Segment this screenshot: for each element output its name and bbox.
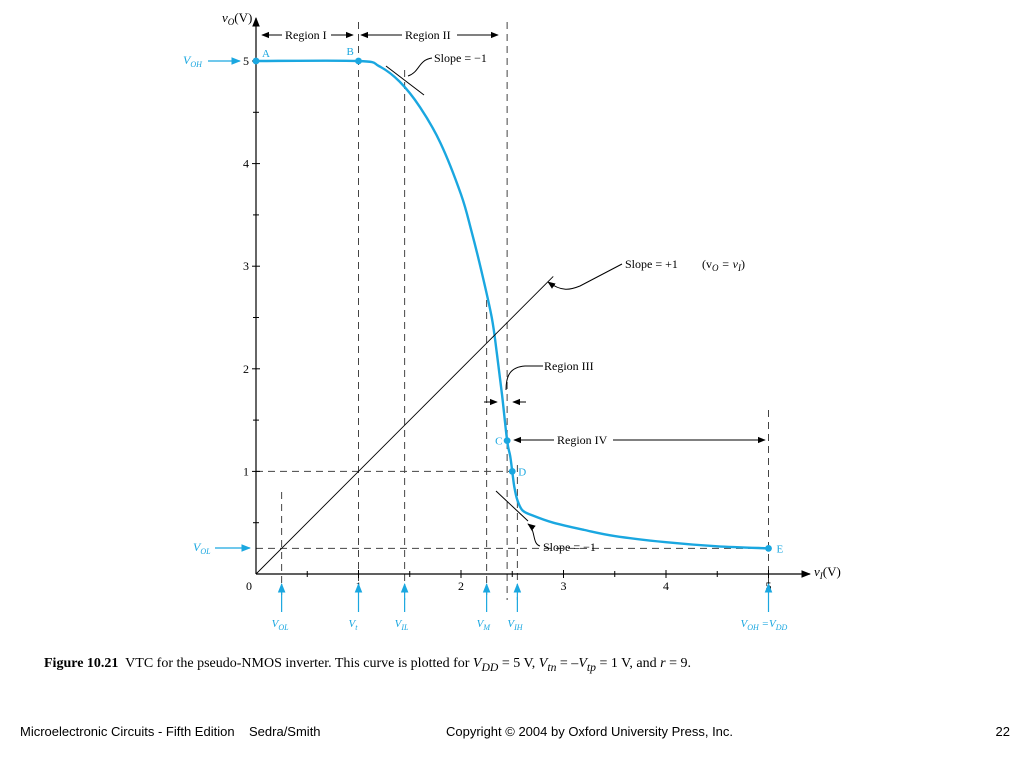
region-3-label: Region III <box>544 359 594 373</box>
caption-text-2: = 5 V, <box>498 656 539 671</box>
unity-slope-line <box>255 276 554 575</box>
region-1-label: Region I <box>285 28 327 42</box>
footer-book-title: Microelectronic Circuits - Fifth Edition… <box>20 724 321 739</box>
ticks: 01234512345 <box>243 54 772 593</box>
x-axis-label: vI(V) <box>814 564 841 581</box>
point-a <box>252 57 260 65</box>
y-tick-label-1: 2 <box>243 362 249 376</box>
caption-vtp-sub: tp <box>586 660 596 674</box>
y-tick-label-4: 5 <box>243 54 249 68</box>
y-tick-label-3: 4 <box>243 157 249 171</box>
caption-vtn-sub: tn <box>547 660 557 674</box>
caption-text-1: VTC for the pseudo-NMOS inverter. This c… <box>125 656 473 671</box>
point-c <box>503 437 511 445</box>
region-4-label: Region IV <box>557 433 608 447</box>
slope-bottom-label: Slope = −1 <box>543 540 596 554</box>
bottom-label-4: VIH <box>507 618 523 632</box>
slope-unity-label: Slope = +1 <box>625 257 678 271</box>
left-markers: VOH VOL <box>183 53 251 556</box>
point-e <box>765 544 772 552</box>
region-annotations: Region I Region II Region III Region IV <box>261 28 766 447</box>
region-2-label: Region II <box>405 28 451 42</box>
figure-caption: Figure 10.21 VTC for the pseudo-NMOS inv… <box>44 656 691 674</box>
voh-marker-label: VOH <box>183 53 203 69</box>
guide-lines <box>256 22 769 600</box>
caption-text-5: = 9. <box>665 656 691 671</box>
x-tick-label-0: 0 <box>246 579 252 593</box>
bottom-label-5: VOH =VDD <box>741 618 788 632</box>
caption-vdd: V <box>472 656 482 671</box>
series-group <box>255 59 769 575</box>
x-tick-label-4: 4 <box>663 579 669 593</box>
slope-annotations: Slope = −1 Slope = −1 Slope = +1 (vO = v… <box>385 51 745 554</box>
caption-text-3: = – <box>556 656 579 671</box>
point-d <box>508 468 516 475</box>
bottom-label-2: VIL <box>395 618 409 632</box>
x-tick-label-3: 3 <box>561 579 567 593</box>
x-tick-label-2: 2 <box>458 579 464 593</box>
y-axis-label: vO(V) <box>222 10 252 27</box>
bottom-label-3: VM <box>477 618 492 632</box>
bottom-label-1: Vt <box>349 618 359 632</box>
caption-text-4: = 1 V, and <box>595 656 661 671</box>
bottom-voltage-labels: VOL Vt VIL VM VIH VOH =VDD <box>272 583 788 632</box>
slope-top-label: Slope = −1 <box>434 51 487 65</box>
slope-unity-note: (vO = vI) <box>702 257 745 273</box>
caption-r: r <box>660 656 666 671</box>
vol-marker-label: VOL <box>193 540 211 556</box>
y-tick-label-0: 1 <box>243 464 249 478</box>
points-group: A B C D E <box>252 46 784 555</box>
point-label-d: D <box>518 466 526 478</box>
point-label-e: E <box>777 543 784 555</box>
point-label-b: B <box>347 46 354 58</box>
caption-vtn: V <box>538 656 548 671</box>
footer-copyright: Copyright © 2004 by Oxford University Pr… <box>446 724 734 739</box>
caption-vtp: V <box>578 656 587 671</box>
point-b <box>355 57 362 65</box>
y-tick-label-2: 3 <box>243 259 249 273</box>
vtc-curve <box>255 59 769 550</box>
footer-page-number: 22 <box>995 724 1010 739</box>
bottom-label-0: VOL <box>272 618 290 632</box>
point-label-a: A <box>262 48 270 60</box>
point-label-c: C <box>495 436 502 448</box>
figure-label: Figure 10.21 <box>44 656 119 671</box>
caption-vdd-sub: DD <box>481 660 499 674</box>
